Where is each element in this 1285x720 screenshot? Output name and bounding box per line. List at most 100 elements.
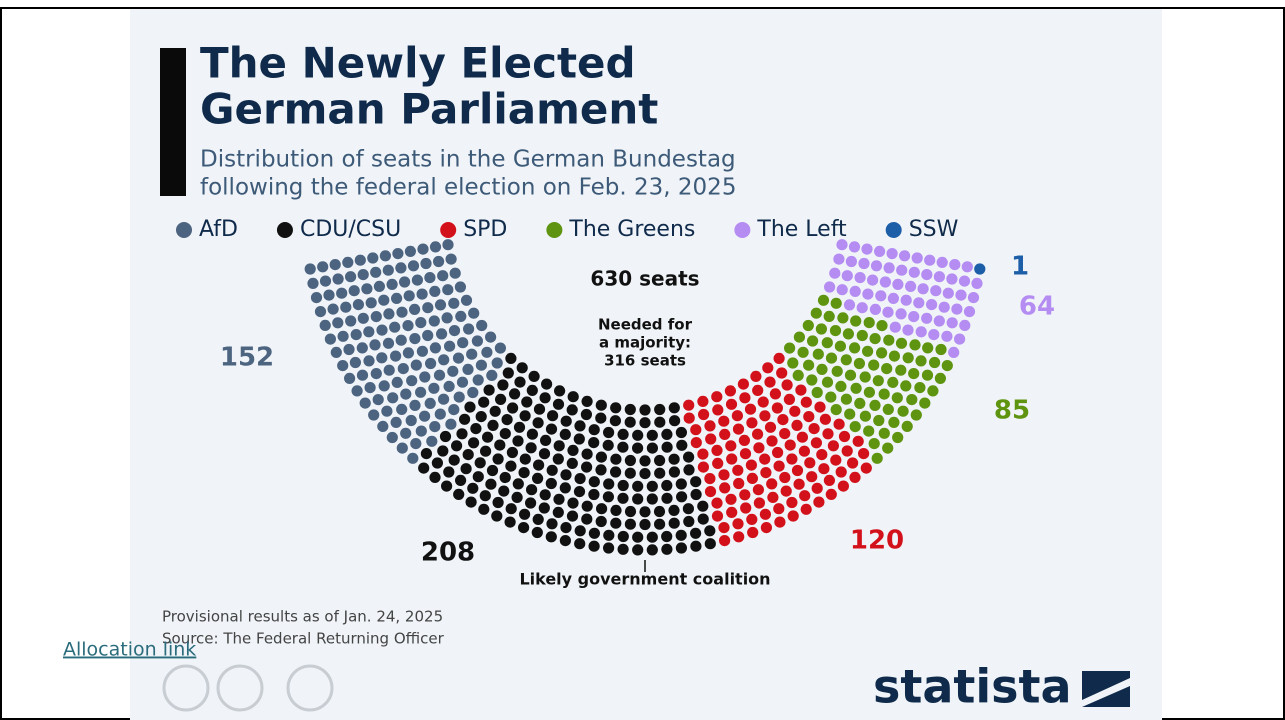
seat: [419, 410, 431, 422]
seat: [545, 423, 558, 435]
seat: [420, 257, 432, 270]
seat: [690, 476, 702, 488]
seat: [892, 431, 904, 444]
seat: [946, 317, 958, 329]
seat: [437, 445, 449, 457]
seat: [891, 392, 903, 404]
seat: [654, 403, 666, 416]
seat: [389, 321, 401, 333]
seat: [949, 259, 961, 271]
seat: [825, 488, 837, 500]
seat: [512, 478, 524, 490]
seat: [596, 503, 608, 515]
seat: [545, 477, 557, 490]
seat: [425, 357, 437, 370]
majority-note: 316 seats: [604, 352, 686, 370]
seat: [501, 414, 513, 426]
seat: [456, 428, 468, 440]
seat: [345, 271, 357, 283]
seat: [772, 446, 784, 459]
seat: [505, 460, 517, 472]
seat: [324, 333, 336, 345]
seat: [352, 299, 364, 311]
seat: [902, 352, 914, 364]
seat: [588, 476, 600, 488]
seat: [798, 445, 811, 457]
seat: [485, 478, 497, 490]
seat: [823, 474, 836, 486]
seat: [806, 374, 818, 386]
seat: [661, 441, 673, 453]
seat: [540, 434, 552, 446]
seat: [690, 424, 702, 436]
seat: [497, 379, 509, 391]
seat: [661, 479, 673, 492]
seat: [588, 527, 601, 539]
seat: [581, 500, 593, 512]
seat: [773, 503, 785, 515]
seat: [336, 287, 348, 299]
seat: [849, 421, 861, 433]
seat: [897, 405, 909, 417]
seat: [726, 506, 738, 518]
seat: [475, 359, 487, 371]
seat: [437, 270, 449, 282]
seat: [359, 397, 371, 409]
seat: [733, 477, 745, 490]
seat: [766, 478, 778, 490]
seat: [732, 518, 744, 530]
seat: [603, 478, 615, 490]
seat: [424, 272, 436, 284]
seat: [370, 266, 382, 278]
seat: [449, 267, 461, 279]
seat: [856, 329, 868, 342]
seat: [881, 363, 893, 375]
seat: [400, 427, 412, 439]
seat: [545, 531, 557, 543]
seat: [546, 464, 558, 476]
seat: [383, 308, 395, 320]
seat: [351, 385, 363, 397]
seat: [764, 421, 777, 433]
seat: [521, 396, 533, 408]
seat: [675, 478, 687, 490]
seat: [422, 302, 434, 314]
seat: [411, 274, 423, 286]
seat: [519, 508, 531, 520]
seat: [873, 414, 885, 427]
seat: [505, 352, 517, 364]
seat: [483, 384, 495, 396]
seat: [624, 454, 637, 467]
seat: [624, 416, 636, 428]
seat: [610, 402, 622, 414]
seat: [711, 444, 723, 456]
seat: [852, 435, 864, 447]
seat: [505, 503, 517, 515]
title-bar: [160, 48, 186, 196]
seat: [381, 405, 393, 417]
seat: [841, 270, 853, 282]
seat: [453, 488, 465, 500]
seat: [498, 485, 510, 497]
seat: [784, 439, 796, 451]
seat: [764, 376, 776, 388]
seat: [841, 445, 853, 457]
seat: [532, 513, 544, 526]
allocation-link[interactable]: Allocation link: [63, 639, 196, 661]
seat: [759, 410, 771, 422]
seat: [610, 504, 622, 516]
seat: [581, 395, 593, 407]
seat: [376, 324, 388, 336]
seat: [646, 493, 658, 505]
seat: [653, 505, 666, 518]
seats: [304, 239, 986, 556]
seat: [416, 345, 428, 357]
seat: [896, 264, 908, 276]
seat: [787, 357, 799, 369]
seat: [760, 522, 773, 534]
coalition-note: Likely government coalition: [519, 570, 770, 589]
seat: [924, 254, 936, 266]
seat: [744, 403, 757, 415]
seat: [928, 329, 940, 341]
seat: [849, 285, 861, 297]
